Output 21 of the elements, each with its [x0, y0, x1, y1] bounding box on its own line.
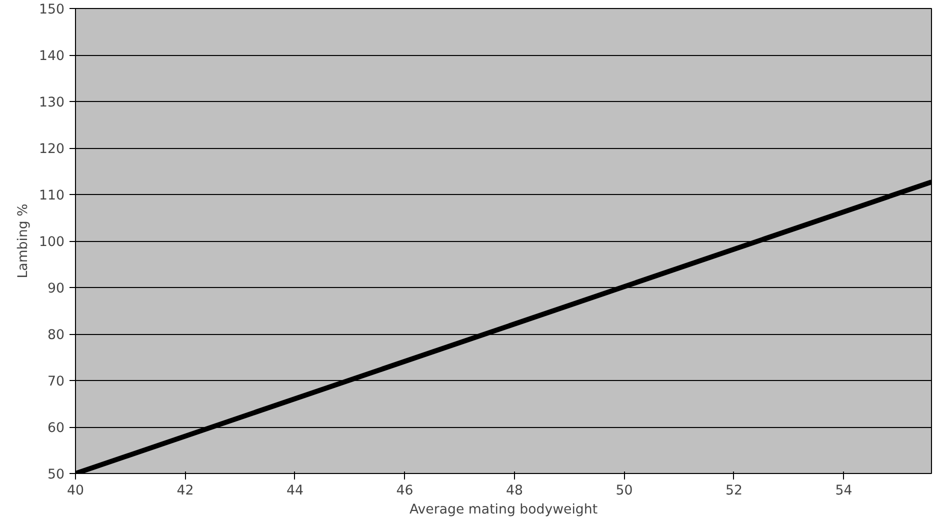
- x-tick-label: 42: [176, 484, 194, 498]
- x-tick-label: 40: [67, 484, 84, 498]
- x-tick-label: 52: [725, 484, 742, 498]
- y-tick-label: 150: [39, 2, 65, 18]
- x-tick-label: 46: [396, 484, 414, 498]
- y-tick-label: 130: [39, 96, 65, 110]
- y-tick-label: 80: [48, 328, 65, 343]
- y-tick-label: 70: [48, 374, 65, 390]
- y-tick-label: 140: [39, 49, 65, 64]
- y-axis-title: Lambing %: [16, 204, 32, 278]
- x-tick-label: 44: [286, 484, 304, 498]
- y-tick-label: 60: [48, 421, 65, 436]
- y-tick-label: 110: [39, 188, 65, 204]
- y-tick-label: 90: [48, 282, 65, 296]
- y-tick-label: 120: [39, 142, 65, 157]
- y-tick-label: 100: [39, 235, 65, 250]
- x-tick-label: 54: [835, 484, 852, 498]
- x-tick-label: 50: [616, 484, 633, 498]
- x-tick-label: 48: [506, 484, 523, 498]
- x-axis-title: Average mating bodyweight: [409, 502, 598, 518]
- y-tick-label: 50: [48, 468, 65, 482]
